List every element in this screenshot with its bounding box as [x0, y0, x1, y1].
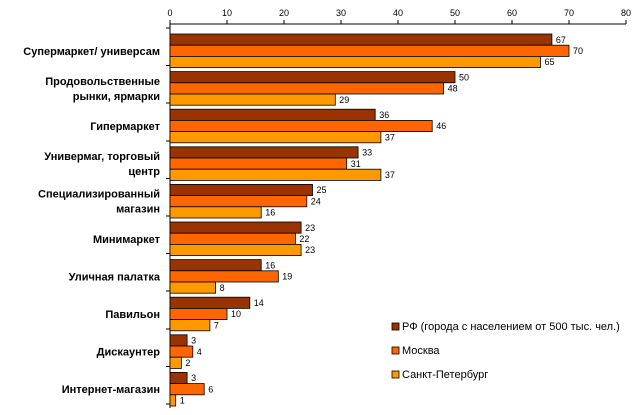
legend-swatch — [391, 346, 400, 355]
bar — [169, 56, 541, 69]
bar — [169, 82, 445, 95]
category-label: рынки, ярмарки — [73, 91, 160, 103]
data-label: 22 — [299, 234, 309, 244]
data-label: 7 — [214, 320, 219, 330]
category-label: магазин — [116, 204, 160, 216]
bar — [169, 183, 313, 196]
data-label: 48 — [448, 84, 458, 94]
bar — [169, 195, 308, 208]
data-label: 19 — [282, 272, 292, 282]
x-tick-label: 70 — [564, 8, 574, 18]
category-label: Минимаркет — [93, 234, 161, 246]
data-label: 10 — [231, 309, 241, 319]
data-label: 23 — [305, 245, 315, 255]
bar — [169, 206, 262, 219]
legend-label: РФ (города с населением от 500 тыс. чел.… — [402, 321, 620, 333]
category-label: Дискаунтер — [97, 347, 161, 359]
data-label: 25 — [317, 185, 327, 195]
bar — [169, 259, 262, 272]
bar — [169, 93, 336, 106]
data-label: 2 — [185, 358, 190, 368]
bar — [169, 345, 194, 358]
data-label: 37 — [385, 170, 395, 180]
bar — [169, 334, 188, 347]
bar — [169, 33, 553, 46]
bar — [169, 394, 177, 407]
x-tick-label: 30 — [336, 8, 346, 18]
bar — [169, 232, 296, 245]
data-label: 65 — [545, 57, 555, 67]
bar — [169, 221, 302, 234]
data-label: 50 — [459, 72, 469, 82]
data-label: 70 — [573, 46, 583, 56]
bar — [169, 131, 382, 144]
data-label: 4 — [197, 347, 202, 357]
category-label: центр — [128, 166, 160, 178]
x-tick-label: 50 — [450, 8, 460, 18]
bar — [169, 371, 188, 384]
data-label: 23 — [305, 223, 315, 233]
data-label: 8 — [220, 283, 225, 293]
bar — [169, 296, 251, 309]
x-tick-label: 60 — [507, 8, 517, 18]
bar — [169, 146, 359, 159]
bar — [169, 108, 376, 121]
data-label: 16 — [265, 208, 275, 218]
category-label: Гипермаркет — [90, 121, 160, 133]
bar — [169, 270, 279, 283]
data-label: 31 — [351, 159, 361, 169]
bar — [169, 168, 382, 181]
bar — [169, 120, 433, 133]
category-label: Уличная палатка — [69, 271, 161, 283]
data-label: 14 — [254, 298, 264, 308]
bar — [169, 307, 228, 320]
legend: РФ (города с населением от 500 тыс. чел.… — [391, 321, 620, 381]
category-label: Интернет-магазин — [62, 384, 160, 396]
x-tick-label: 0 — [167, 8, 172, 18]
data-label: 3 — [191, 336, 196, 346]
bar — [169, 243, 302, 256]
x-tick-label: 40 — [393, 8, 403, 18]
legend-label: Москва — [402, 345, 440, 357]
legend-swatch — [391, 370, 400, 379]
bars-layer — [169, 33, 570, 407]
bar — [169, 383, 205, 396]
x-tick-label: 10 — [222, 8, 232, 18]
x-tick-label: 80 — [621, 8, 631, 18]
bar — [169, 319, 211, 332]
x-tick-label: 20 — [279, 8, 289, 18]
bar — [169, 281, 216, 294]
data-label: 3 — [191, 373, 196, 383]
legend-swatch — [391, 322, 400, 331]
data-label: 24 — [311, 196, 321, 206]
category-label: Супермаркет/ универсам — [23, 46, 160, 58]
category-label: Продовольственные — [45, 76, 160, 88]
data-label: 36 — [379, 110, 389, 120]
bar — [169, 71, 456, 84]
category-label: Специализированный — [38, 189, 160, 201]
data-label: 1 — [180, 396, 185, 406]
category-label: Павильон — [105, 309, 160, 321]
legend-label: Санкт-Петербург — [402, 369, 488, 381]
data-label: 37 — [385, 132, 395, 142]
category-label: Универмаг, торговый — [44, 151, 160, 163]
data-label: 6 — [208, 384, 213, 394]
data-label: 33 — [362, 148, 372, 158]
bar — [169, 44, 570, 57]
data-label: 67 — [556, 35, 566, 45]
data-label: 29 — [339, 95, 349, 105]
bar — [169, 356, 182, 369]
bar — [169, 157, 348, 170]
data-label: 46 — [436, 121, 446, 131]
data-label: 16 — [265, 260, 275, 270]
